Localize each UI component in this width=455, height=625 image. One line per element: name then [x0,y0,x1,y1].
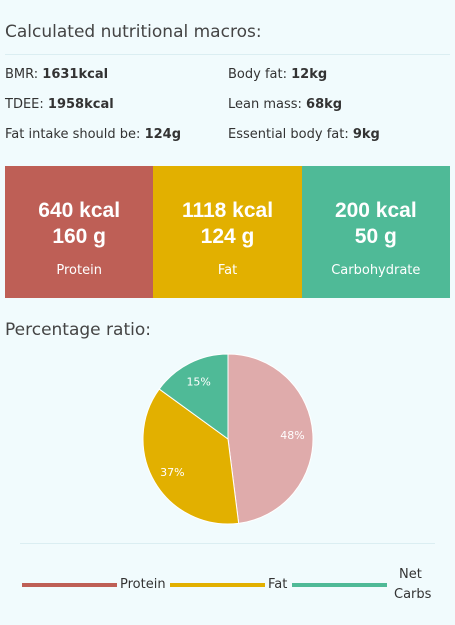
pie-chart: 48% 37% 15% [142,353,314,525]
legend-label-net-carbs-2[interactable]: Carbs [394,587,432,602]
stat-value: 1958kcal [47,97,114,112]
title-divider [5,54,450,55]
stat-value: 68kg [306,97,343,112]
fat-card: 1118 kcal 124 g Fat [153,166,302,298]
fat-kcal: 1118 kcal [181,199,274,222]
stat-bmr: BMR: 1631kcal [5,67,108,82]
page-title: Calculated nutritional macros: [5,22,262,42]
protein-label: Protein [56,263,102,278]
pie-label-net-carbs: 15% [186,375,210,388]
ratio-title: Percentage ratio: [5,320,151,340]
legend-swatch-protein[interactable] [22,583,117,587]
pie-slice-net-carbs[interactable] [158,353,229,440]
carbohydrate-label: Carbohydrate [331,263,421,278]
stat-label: Essential body fat: [228,127,353,142]
legend-label-protein[interactable]: Protein [120,577,166,592]
stat-label: Body fat: [228,67,292,82]
chart-divider [20,543,435,544]
stat-essential-fat: Essential body fat: 9kg [228,127,380,142]
pie-label-fat: 37% [160,466,184,479]
stat-value: 9kg [352,127,380,142]
legend-swatch-net-carbs[interactable] [292,583,387,587]
stat-body-fat: Body fat: 12kg [228,67,327,82]
fat-label: Fat [217,263,238,278]
stat-value: 124g [144,127,182,142]
carbohydrate-card: 200 kcal 50 g Carbohydrate [301,166,450,298]
pie-label-protein: 48% [280,429,304,442]
stat-label: Lean mass: [228,97,307,112]
carbohydrate-grams: 50 g [354,225,397,248]
carbohydrate-kcal: 200 kcal [334,199,417,222]
protein-kcal: 640 kcal [38,199,121,222]
legend-swatch-fat[interactable] [170,583,265,587]
macro-cards: 640 kcal 160 g Protein 1118 kcal 124 g F… [5,166,450,298]
protein-grams: 160 g [52,225,107,248]
stat-value: 12kg [291,67,328,82]
stat-label: Fat intake should be: [5,127,145,142]
protein-card: 640 kcal 160 g Protein [5,166,154,298]
fat-grams: 124 g [200,225,255,248]
legend-label-fat[interactable]: Fat [268,577,288,592]
stat-value: 1631kcal [42,67,109,82]
stat-label: TDEE: [5,97,48,112]
stat-lean-mass: Lean mass: 68kg [228,97,342,112]
pie-slice-protein[interactable] [227,353,314,524]
stat-tdee: TDEE: 1958kcal [5,97,114,112]
legend-label-net-carbs[interactable]: Net [399,567,422,582]
stat-fat-intake: Fat intake should be: 124g [5,127,181,142]
pie-slice-fat[interactable] [142,388,240,525]
stat-label: BMR: [5,67,43,82]
